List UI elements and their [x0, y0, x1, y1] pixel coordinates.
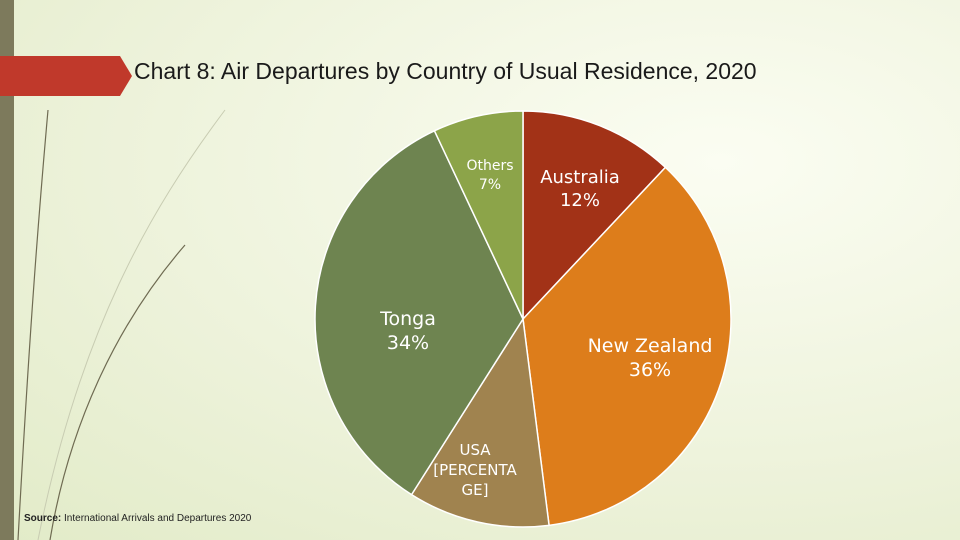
decor-line-2	[37, 109, 226, 540]
chart-title: Chart 8: Air Departures by Country of Us…	[134, 58, 757, 84]
data-label-others: Others 7%	[466, 158, 513, 193]
source-label: Source:	[24, 513, 62, 524]
decor-line-1	[17, 109, 49, 540]
data-label-usa: USA [PERCENTA GE]	[433, 441, 517, 499]
pie-slice-australia	[522, 110, 667, 321]
title-accent-tab	[0, 56, 132, 96]
left-accent-bar	[0, 0, 14, 540]
source-note: Source: International Arrivals and Depar…	[24, 513, 251, 524]
pie-slice-others	[433, 110, 524, 320]
source-text: International Arrivals and Departures 20…	[61, 513, 252, 524]
data-label-new-zealand: New Zealand 36%	[588, 335, 713, 381]
pie-slice-tonga	[314, 129, 524, 496]
pie-slice-new-zealand	[522, 166, 732, 527]
data-label-tonga: Tonga 34%	[379, 308, 436, 354]
pie-slice-usa	[410, 316, 550, 528]
data-label-australia: Australia 12%	[540, 167, 620, 211]
decor-line-3	[49, 244, 186, 540]
